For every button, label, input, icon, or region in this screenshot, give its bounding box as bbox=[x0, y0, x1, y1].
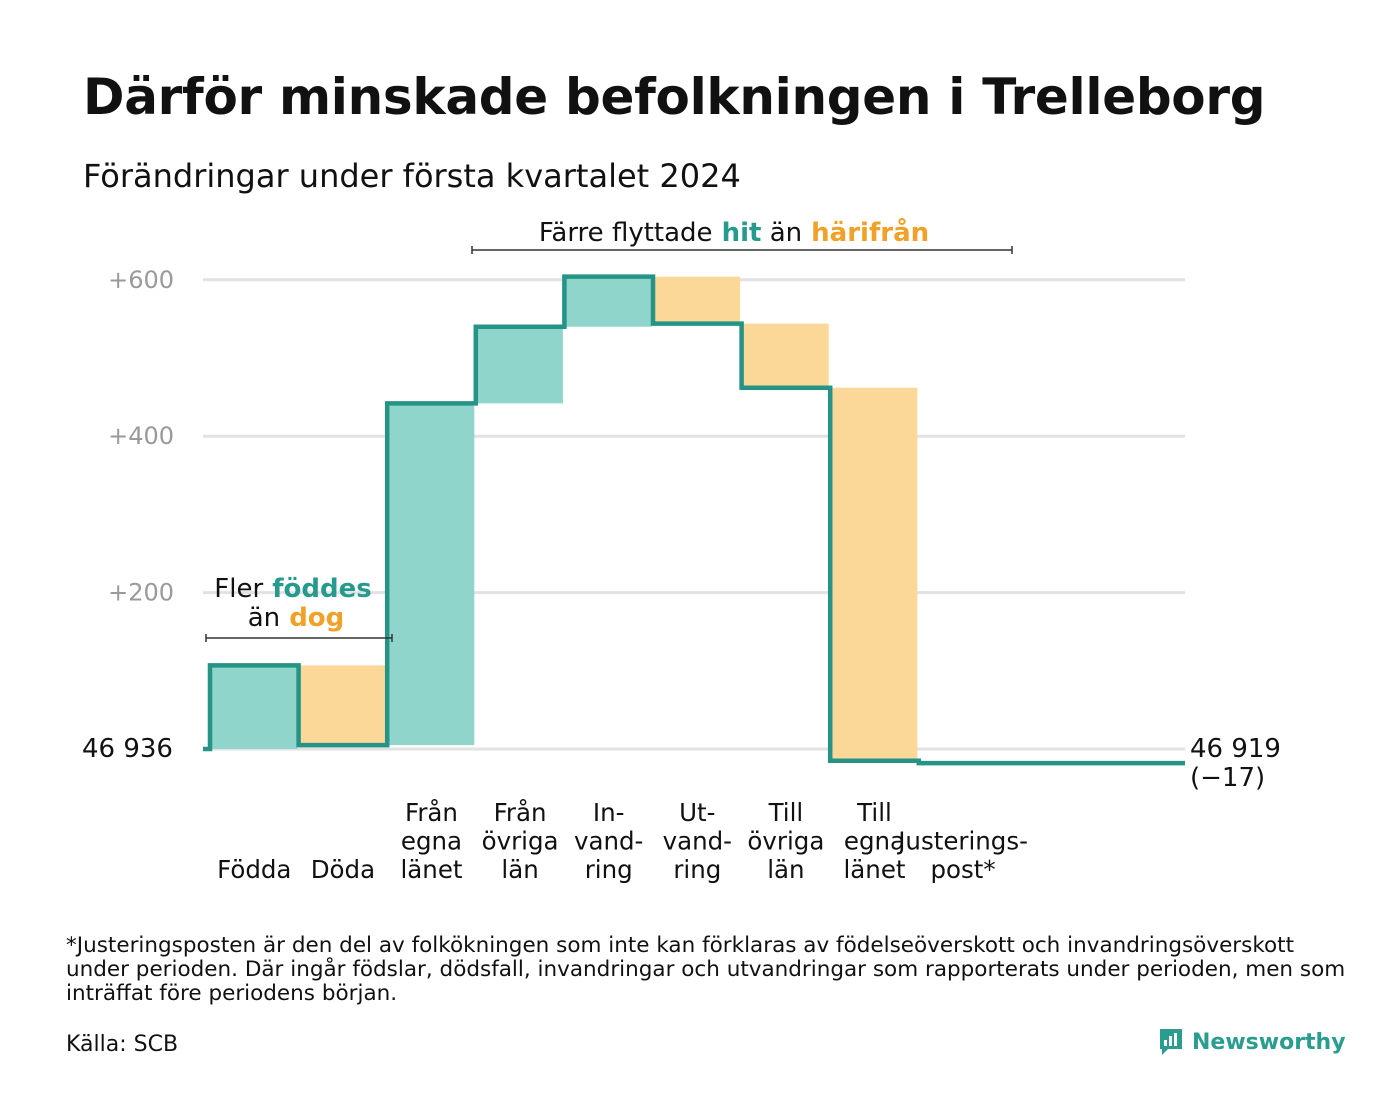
end-value-label: 46 919 bbox=[1190, 734, 1281, 764]
category-label: Födda bbox=[217, 855, 291, 884]
category-label: Till bbox=[856, 798, 892, 827]
category-label: länet bbox=[400, 855, 462, 884]
annotation-bracket bbox=[471, 246, 1013, 254]
waterfall-bar bbox=[387, 403, 475, 746]
category-label: Justerings- bbox=[896, 827, 1028, 856]
annotation-bracket bbox=[205, 634, 393, 642]
category-label: In- bbox=[593, 798, 625, 827]
category-label: ring bbox=[585, 855, 633, 884]
y-tick-label: +400 bbox=[108, 422, 174, 450]
waterfall-chart: +200 +400 +600 46 936 46 919(−17) Födda Döda Fr… bbox=[82, 216, 1281, 884]
waterfall-bar bbox=[475, 326, 563, 404]
chart-title: Därför minskade befolkningen i Trellebor… bbox=[83, 68, 1266, 126]
category-label: post* bbox=[931, 855, 996, 884]
category-label: län bbox=[767, 855, 804, 884]
y-tick-label: +200 bbox=[108, 579, 174, 607]
annotation-births-line1: Fler föddes bbox=[214, 574, 371, 604]
category-label: län bbox=[501, 855, 538, 884]
waterfall-bar bbox=[564, 276, 652, 327]
waterfall-bar bbox=[653, 276, 741, 324]
source-label: Källa: SCB bbox=[66, 1032, 179, 1057]
waterfall-bar bbox=[741, 323, 829, 388]
category-label: egna bbox=[844, 827, 905, 856]
category-label: Från bbox=[405, 798, 458, 827]
chart-subtitle: Förändringar under första kvartalet 2024 bbox=[83, 157, 741, 195]
logo-text: Newsworthy bbox=[1192, 1029, 1346, 1055]
waterfall-bar bbox=[830, 387, 918, 761]
annotation-births-line2: än dog bbox=[248, 603, 345, 633]
category-label: länet bbox=[843, 855, 905, 884]
end-change-label: (−17) bbox=[1190, 763, 1265, 793]
category-label: övriga bbox=[747, 827, 824, 856]
annotation-migration: Färre flyttade hit än härifrån bbox=[539, 216, 929, 248]
cumulative-step-line bbox=[203, 274, 1185, 766]
category-label: övriga bbox=[482, 827, 559, 856]
category-label: vand- bbox=[574, 827, 643, 856]
category-label: vand- bbox=[663, 827, 732, 856]
footnote: *Justeringsposten är den del av folkökni… bbox=[66, 933, 1346, 1006]
newsworthy-logo[interactable]: Newsworthy bbox=[1158, 1027, 1346, 1057]
category-label: egna bbox=[401, 827, 462, 856]
newsworthy-logo-icon bbox=[1160, 1029, 1182, 1055]
category-label: Till bbox=[768, 798, 804, 827]
start-value-label: 46 936 bbox=[82, 734, 173, 764]
y-tick-label: +600 bbox=[108, 266, 174, 294]
category-label: Döda bbox=[311, 855, 375, 884]
waterfall-bar bbox=[298, 665, 386, 746]
category-label: Ut- bbox=[679, 798, 715, 827]
category-label: ring bbox=[673, 855, 721, 884]
waterfall-bar bbox=[210, 665, 298, 749]
category-label: Från bbox=[494, 798, 547, 827]
